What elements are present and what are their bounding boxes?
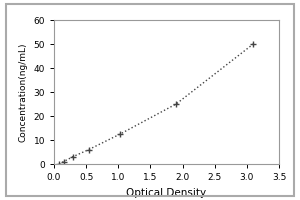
Y-axis label: Concentration(ng/mL): Concentration(ng/mL)	[19, 42, 28, 142]
X-axis label: Optical Density: Optical Density	[126, 188, 207, 198]
